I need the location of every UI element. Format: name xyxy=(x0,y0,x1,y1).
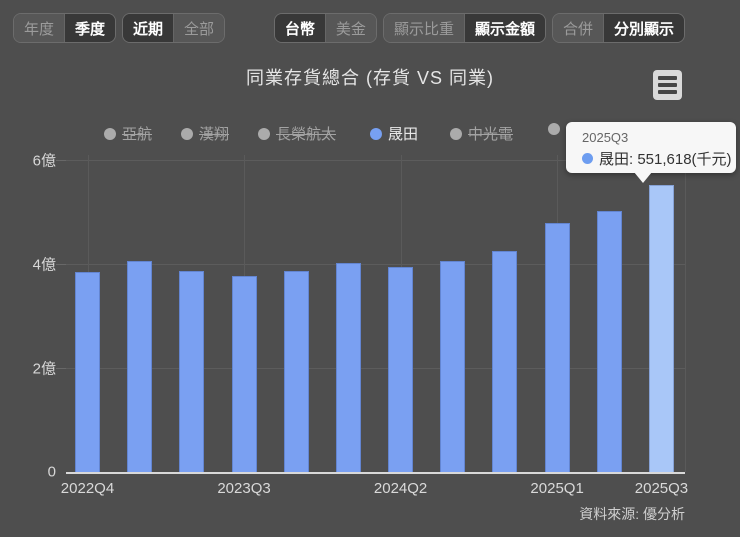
legend-label: 亞航 xyxy=(122,126,153,143)
y-gridline xyxy=(66,368,685,369)
y-axis-label: 2億 xyxy=(32,360,56,378)
toolbar-button-display-amount[interactable]: 顯示金額 xyxy=(463,14,545,42)
button-group-combine-mode: 合併 分別顯示 xyxy=(551,13,685,43)
bar-2023Q2[interactable] xyxy=(179,270,205,472)
bar-2024Q2[interactable] xyxy=(388,266,414,472)
bar-2023Q1[interactable] xyxy=(127,260,153,472)
bar-2023Q4[interactable] xyxy=(283,270,309,472)
toolbar-button-currency-twd[interactable]: 台幣 xyxy=(274,14,325,42)
legend-dot-icon xyxy=(370,127,382,140)
y-axis-label: 6億 xyxy=(32,152,56,170)
hamburger-icon xyxy=(658,90,677,94)
x-axis-label: 2024Q2 xyxy=(373,480,428,497)
legend-dot-icon xyxy=(104,127,116,140)
toolbar: 年度 季度 近期 全部 台幣 美金 顯示比重 顯示金額 合併 分別顯示 xyxy=(13,13,685,43)
toolbar-button-range-all[interactable]: 全部 xyxy=(173,14,225,42)
y-tick-mark xyxy=(56,368,66,369)
series-dot-icon xyxy=(582,153,593,164)
y-axis-label: 4億 xyxy=(32,256,56,274)
bar-2023Q3[interactable] xyxy=(231,276,257,472)
x-axis-label: 2025Q1 xyxy=(530,480,584,497)
legend-dot-icon xyxy=(548,123,560,135)
legend: 亞航 漢翔 長榮航太 晟田 中光電 xyxy=(0,123,740,143)
legend-item-zhongguang[interactable]: 中光電 xyxy=(450,123,513,144)
y-gridline xyxy=(66,160,685,161)
x-axis-label: 2023Q3 xyxy=(217,480,271,497)
legend-item-evergreen[interactable]: 長榮航太 xyxy=(258,123,336,144)
hamburger-icon xyxy=(658,83,677,87)
toolbar-button-period-year[interactable]: 年度 xyxy=(14,14,65,42)
y-gridline xyxy=(66,264,685,265)
legend-label: 中光電 xyxy=(468,126,514,143)
legend-item-hidden[interactable] xyxy=(548,123,566,135)
button-group-currency: 台幣 美金 xyxy=(273,13,377,43)
legend-item-hanxiang[interactable]: 漢翔 xyxy=(181,123,229,144)
x-axis-label: 2022Q4 xyxy=(60,480,115,497)
legend-dot-icon xyxy=(258,127,270,140)
button-group-display-mode: 顯示比重 顯示金額 xyxy=(382,13,546,43)
toolbar-button-currency-usd[interactable]: 美金 xyxy=(324,14,376,42)
bar-2024Q1[interactable] xyxy=(335,262,361,472)
data-source: 資料來源: 優分析 xyxy=(579,506,685,522)
bar-2025Q1[interactable] xyxy=(544,223,570,472)
tooltip-value: 晟田: 551,618(千元) xyxy=(599,151,732,168)
toolbar-right-cluster: 台幣 美金 顯示比重 顯示金額 合併 分別顯示 xyxy=(273,13,685,43)
x-gridline xyxy=(685,155,686,472)
tooltip: 2025Q3 晟田: 551,618(千元) xyxy=(566,122,736,183)
button-group-range: 近期 全部 xyxy=(122,13,226,43)
chart-menu-button[interactable] xyxy=(653,70,682,100)
tooltip-period: 2025Q3 xyxy=(582,130,629,145)
y-tick-mark xyxy=(56,160,66,161)
legend-label: 晟田 xyxy=(388,126,419,143)
x-axis-label: 2025Q3 xyxy=(634,480,689,497)
bar-2025Q3[interactable] xyxy=(648,185,674,472)
chart-title: 同業存貨總合 (存貨 VS 同業) xyxy=(245,68,494,88)
legend-item-yahang[interactable]: 亞航 xyxy=(104,123,152,144)
bar-2022Q4[interactable] xyxy=(75,271,100,472)
legend-dot-icon xyxy=(450,127,462,140)
legend-label: 漢翔 xyxy=(199,126,230,143)
bar-2024Q4[interactable] xyxy=(492,251,518,472)
toolbar-button-display-ratio[interactable]: 顯示比重 xyxy=(383,14,464,42)
hamburger-icon xyxy=(658,76,677,80)
bar-2024Q3[interactable] xyxy=(440,260,466,472)
tooltip-series-line: 晟田: 551,618(千元) xyxy=(582,148,736,169)
toolbar-button-period-quarter[interactable]: 季度 xyxy=(64,14,116,42)
x-axis-line xyxy=(66,472,685,474)
legend-item-chengtian[interactable]: 晟田 xyxy=(370,123,418,144)
y-axis-label: 0 xyxy=(47,463,56,481)
toolbar-button-view-separate[interactable]: 分別顯示 xyxy=(602,14,684,42)
toolbar-button-range-recent[interactable]: 近期 xyxy=(123,14,174,42)
legend-label: 長榮航太 xyxy=(276,126,337,143)
toolbar-button-view-combined[interactable]: 合併 xyxy=(552,14,603,42)
legend-dot-icon xyxy=(181,127,193,140)
button-group-period: 年度 季度 xyxy=(13,13,117,43)
y-tick-mark xyxy=(56,264,66,265)
toolbar-left-cluster: 年度 季度 近期 全部 xyxy=(13,13,226,43)
bar-2025Q2[interactable] xyxy=(596,211,622,472)
plot-area: 0 2億 4億 6億 2022Q4 2023Q3 2024Q2 2025Q1 2025Q3 xyxy=(0,150,740,530)
